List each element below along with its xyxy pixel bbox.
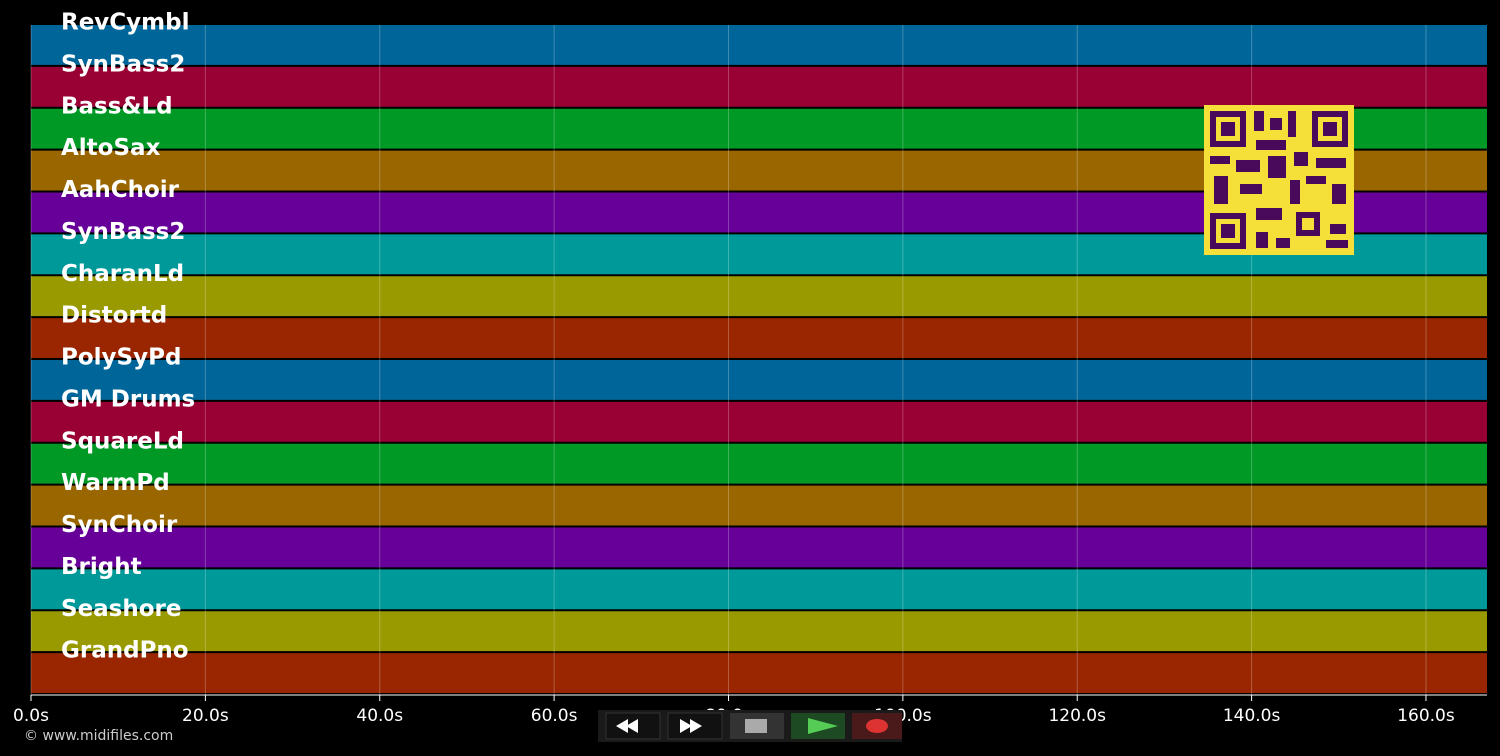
lane [31,401,1487,442]
tick-label: 140.0s [1223,706,1281,726]
stop-button[interactable] [730,713,784,739]
track-label: RevCymbl [61,10,190,36]
rewind-button[interactable] [605,712,661,740]
lane [31,527,1487,568]
track-label: Distortd [61,303,167,329]
track-label: SynBass2 [61,219,185,245]
tick-label: 160.0s [1397,706,1455,726]
record-button[interactable] [852,713,902,739]
track-label: Bright [61,554,142,580]
track-label: PolySyPd [61,345,181,371]
lane [31,443,1487,484]
play-button[interactable] [791,713,845,739]
tick-label: 0.0s [13,706,49,726]
track-label: AahChoir [61,177,180,203]
tick-label: 40.0s [356,706,403,726]
track-label: AltoSax [61,135,161,161]
track-label: SquareLd [61,428,184,454]
track-labels: RevCymbl SynBass2 Bass&Ld AltoSax AahChoir Sy… [61,10,195,664]
tick-label: 20.0s [182,706,229,726]
track-label: SynChoir [61,512,178,538]
qr-code [1204,105,1354,255]
forward-button[interactable] [667,712,723,740]
transport-controls [598,710,902,742]
track-label: WarmPd [61,470,170,496]
lane [31,276,1487,317]
track-label: GM Drums [61,386,195,412]
grid [30,25,1427,695]
tick-label: 120.0s [1048,706,1106,726]
track-label: Seashore [61,596,182,622]
tick-label: 60.0s [531,706,578,726]
track-label: GrandPno [61,638,189,664]
lane [31,611,1487,652]
lane [31,653,1487,693]
track-label: CharanLd [61,261,184,287]
lane [31,485,1487,526]
lane [31,360,1487,400]
copyright: © www.midifiles.com [24,728,173,744]
lane [31,66,1487,107]
track-label: Bass&Ld [61,93,173,119]
lane [31,318,1487,358]
track-label: SynBass2 [61,51,185,77]
lane [31,569,1487,610]
lane [31,25,1487,65]
